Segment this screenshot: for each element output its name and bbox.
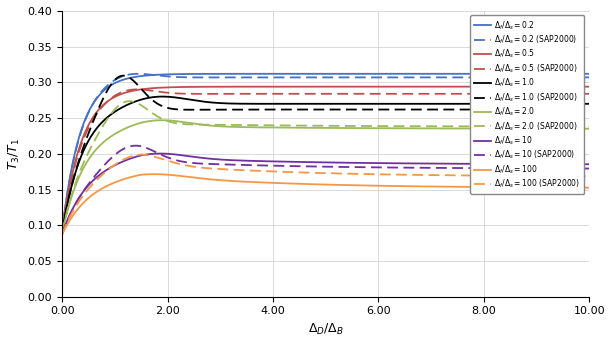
Y-axis label: $T_3 / T_1$: $T_3 / T_1$ (7, 138, 22, 170)
X-axis label: $\Delta_D / \Delta_B$: $\Delta_D / \Delta_B$ (308, 322, 344, 337)
Legend: $\Delta_f/\Delta_s = 0.2$, $\Delta_f/\Delta_s = 0.2$ (SAP2000), $\Delta_f/\Delta: $\Delta_f/\Delta_s = 0.2$, $\Delta_f/\De… (470, 15, 584, 194)
